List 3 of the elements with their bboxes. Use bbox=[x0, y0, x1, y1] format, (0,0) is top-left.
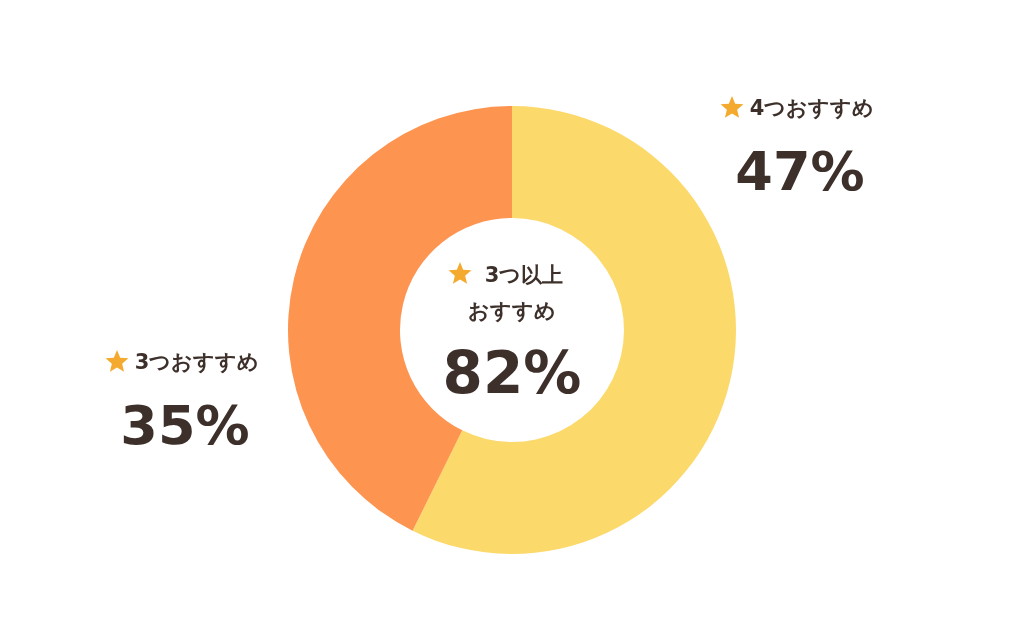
text: おすすめ bbox=[468, 299, 556, 323]
text: 3つ以上 bbox=[484, 263, 564, 287]
text: 82% bbox=[442, 339, 582, 407]
